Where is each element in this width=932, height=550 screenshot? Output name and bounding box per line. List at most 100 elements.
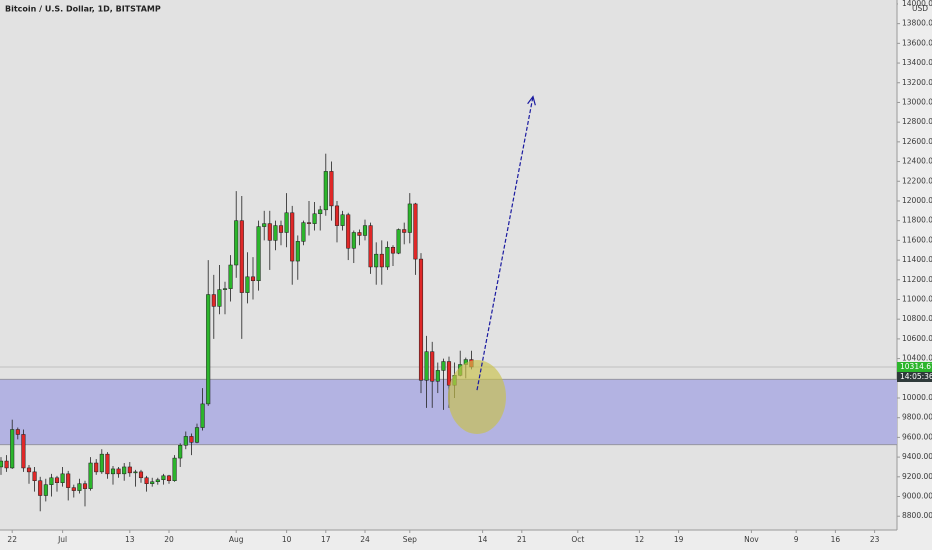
candle-body [49, 477, 54, 485]
candle-body [54, 477, 60, 483]
candle-body [38, 480, 43, 496]
candle-body [273, 225, 278, 241]
candle-body [446, 361, 452, 386]
candle-body [4, 460, 9, 469]
y-tick-label: 13000.00 [902, 97, 932, 106]
candle-body [245, 276, 250, 293]
candle-body [71, 487, 76, 491]
y-tick-label: 10600.00 [902, 334, 932, 343]
y-tick-label: 9000.00 [902, 492, 932, 501]
projection-arrow [476, 96, 534, 391]
y-tick-label: 8800.00 [902, 511, 932, 520]
x-tick-label: 17 [321, 535, 331, 544]
x-tick-label: Aug [229, 535, 244, 544]
candle-body [250, 276, 256, 282]
candle-body [222, 288, 228, 290]
candle-body [329, 171, 334, 207]
candle-body [94, 462, 99, 473]
arrow-head [527, 95, 536, 106]
candle-body [217, 289, 222, 307]
chart-title: Bitcoin / U.S. Dollar, 1D, BITSTAMP [5, 5, 161, 14]
x-tick-label: 19 [674, 535, 684, 544]
y-tick-label: 10000.00 [902, 393, 932, 402]
candle-body [133, 471, 138, 474]
candle-body [385, 247, 390, 268]
candle-body [441, 361, 446, 371]
x-tick-label: 9 [794, 535, 799, 544]
currency-box [898, 0, 932, 13]
candle-body [239, 220, 244, 293]
x-tick-label: 24 [360, 535, 370, 544]
candle-body [43, 484, 48, 496]
y-tick-label: 11800.00 [902, 216, 932, 225]
candle-body [402, 229, 407, 233]
y-tick-label: 10800.00 [902, 314, 932, 323]
x-tick-label: 10 [282, 535, 292, 544]
candle-body [26, 467, 32, 473]
candle-body [127, 466, 132, 474]
price-axis [897, 0, 932, 550]
candle-body [362, 225, 368, 236]
y-tick-label: 9400.00 [902, 452, 932, 461]
x-tick-label: Oct [571, 535, 584, 544]
x-tick-label: 16 [831, 535, 841, 544]
candle-body [21, 434, 26, 469]
x-tick-label: Jul [57, 535, 67, 544]
candle-body [430, 351, 435, 382]
candle-body [256, 226, 261, 282]
x-tick-label: 13 [125, 535, 135, 544]
y-tick-label: 9200.00 [902, 472, 932, 481]
y-tick-label: 11200.00 [902, 275, 932, 284]
candle-body [278, 225, 284, 233]
candle-body [88, 462, 93, 489]
y-tick-label: 14000.00 [902, 0, 932, 8]
candle-body [144, 477, 149, 484]
candle-body [407, 203, 412, 233]
y-tick-label: 10400.00 [902, 354, 932, 363]
candle-body [351, 232, 356, 249]
candle-body [10, 429, 15, 469]
candle-body [200, 403, 205, 428]
candle-body [77, 483, 82, 491]
candle-body [290, 212, 295, 262]
last-price-label: 10314.67 [900, 362, 932, 371]
candle-body [161, 475, 166, 481]
x-tick-label: 21 [517, 535, 527, 544]
y-tick-label: 12600.00 [902, 137, 932, 146]
candle-body [435, 370, 440, 382]
candle-body [295, 241, 300, 262]
candle-body [413, 203, 418, 260]
x-tick-label: 12 [635, 535, 645, 544]
x-tick-label: Nov [744, 535, 759, 544]
candle-body [150, 481, 155, 484]
layer [0, 3, 900, 533]
x-tick-label: 20 [164, 535, 174, 544]
candle-body [390, 247, 396, 254]
y-tick-label: 9600.00 [902, 432, 932, 441]
candle-body [206, 294, 211, 405]
y-tick-label: 13400.00 [902, 58, 932, 67]
x-tick-label: 22 [7, 535, 17, 544]
countdown-box [897, 371, 932, 382]
candle-body [211, 294, 216, 307]
candle-body [323, 171, 328, 211]
candle-body [166, 475, 172, 481]
candle-body [374, 253, 379, 268]
candle-body [301, 222, 306, 242]
y-tick-label: 9800.00 [902, 413, 932, 422]
plot-background [0, 0, 897, 530]
candle-body [228, 264, 233, 289]
candle-body [234, 220, 239, 266]
candle-body [110, 468, 116, 475]
candle-body [357, 232, 362, 236]
x-tick-label: 14 [478, 535, 488, 544]
y-tick-label: 13200.00 [902, 78, 932, 87]
highlight-ellipse [448, 360, 506, 435]
candle-body [306, 222, 312, 224]
y-tick-label: 11000.00 [902, 294, 932, 303]
y-tick-label: 12200.00 [902, 176, 932, 185]
y-tick-label: 13600.00 [902, 38, 932, 47]
candle-body [0, 460, 4, 468]
